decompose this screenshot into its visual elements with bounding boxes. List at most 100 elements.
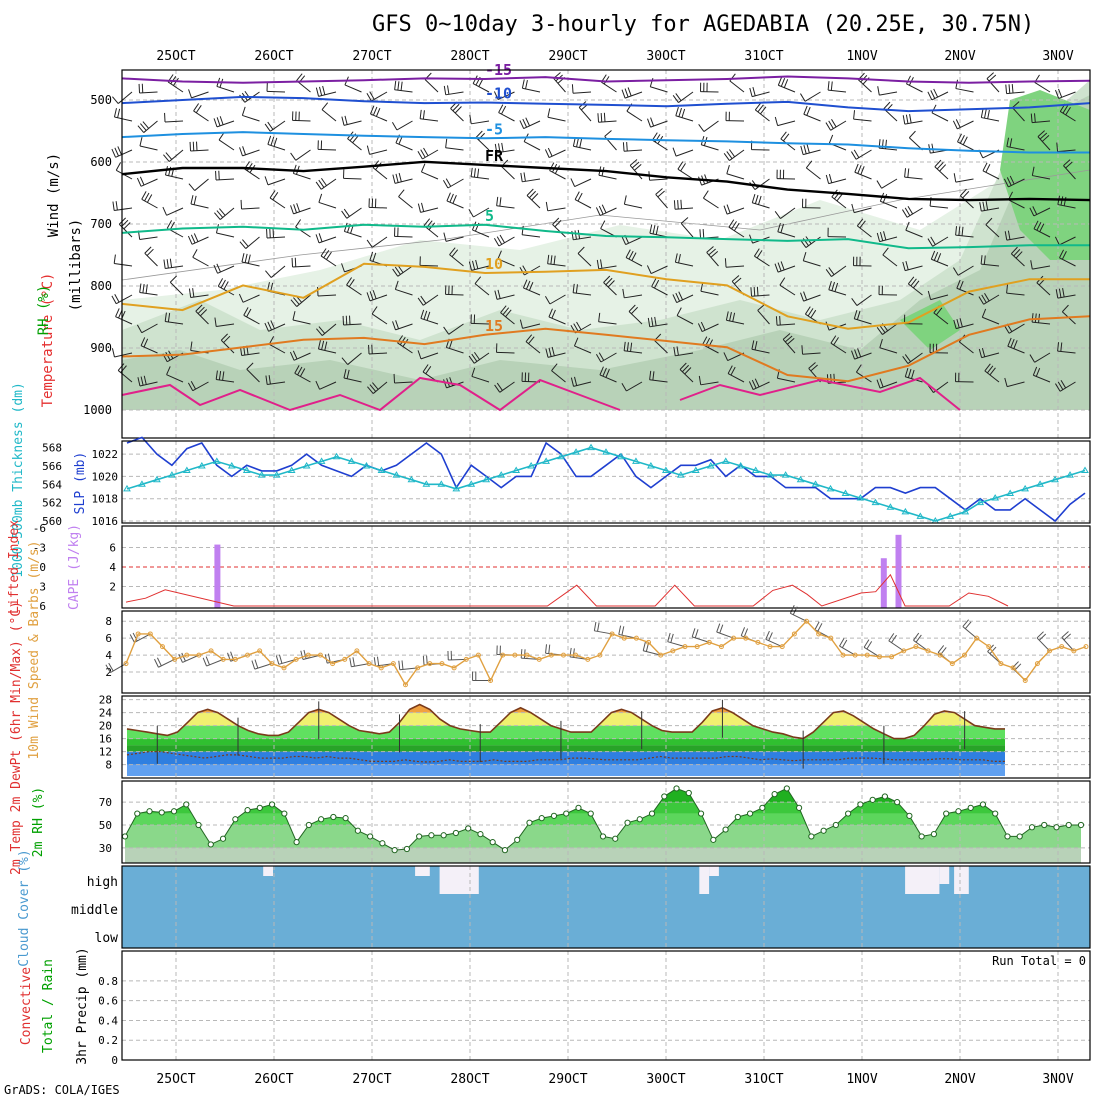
wind-barb-flag xyxy=(1061,631,1069,638)
data-point xyxy=(391,847,398,854)
wind-barb-flag xyxy=(854,349,859,359)
wind-barb-flag xyxy=(552,217,560,225)
cloud-level-label: middle xyxy=(71,903,118,918)
wind-barb-flag xyxy=(959,188,967,197)
wind-barb xyxy=(982,170,1000,180)
thickness-tick-label: 562 xyxy=(42,497,62,510)
wind-barb-flag xyxy=(598,312,601,322)
wind-barb-flag xyxy=(723,153,730,161)
wind-barb-flag xyxy=(166,366,171,375)
wind-barb-flag xyxy=(422,655,425,665)
data-point xyxy=(961,652,967,658)
wind-barb xyxy=(296,294,311,307)
data-point xyxy=(208,648,214,654)
wind-barb-flag xyxy=(318,233,323,242)
wind-barb-flag xyxy=(1056,142,1059,152)
wind-barb xyxy=(703,120,719,132)
wind-barb-flag xyxy=(392,321,396,331)
wind-barb xyxy=(141,323,158,334)
data-point xyxy=(332,452,341,460)
wind-barb-flag xyxy=(244,253,248,263)
wind-barb-flag xyxy=(853,309,858,319)
wind-barb xyxy=(394,235,413,238)
wind-barb xyxy=(318,201,337,209)
wind-barb-flag xyxy=(154,658,159,668)
wind-barb xyxy=(654,340,668,354)
wind-barb-flag xyxy=(702,229,705,239)
wind10m-panel: 8 6 4 2 xyxy=(105,605,1090,693)
data-point xyxy=(305,821,312,829)
thickness-tick-label: 566 xyxy=(42,460,62,473)
wind-barb-flag xyxy=(318,326,326,334)
wind-barb xyxy=(1033,374,1051,383)
wind-barb-flag xyxy=(879,338,883,348)
data-point xyxy=(746,810,754,817)
thickness-axis-label: 1000-500mb Thickness (dm) xyxy=(11,382,26,578)
wind-barb-flag xyxy=(501,142,504,152)
wind-barb xyxy=(751,294,770,297)
bottom-axis-tick-label: 25OCT xyxy=(156,1072,195,1087)
wind-barb xyxy=(164,120,184,123)
wind-barb xyxy=(752,202,770,209)
wind-barb-flag xyxy=(571,84,574,94)
wind-barb-flag xyxy=(955,79,959,89)
wind-barb-flag xyxy=(605,369,610,378)
wind-barb-flag xyxy=(576,138,579,148)
top-axis-tick-label: 27OCT xyxy=(352,49,391,64)
wind-barb-flag xyxy=(178,654,183,663)
wind-barb xyxy=(295,149,311,161)
wind-barb xyxy=(598,120,617,123)
wind-barb-flag xyxy=(905,221,910,231)
thickness-tick-label: 560 xyxy=(42,515,62,528)
data-point xyxy=(946,512,955,519)
top-axis-tick-label: 3NOV xyxy=(1042,49,1073,64)
data-point xyxy=(439,661,445,667)
data-point xyxy=(1022,678,1028,684)
wind-barb xyxy=(857,79,872,93)
wind-barb-flag xyxy=(139,176,145,186)
data-point xyxy=(751,466,760,474)
temperature-contour--15 xyxy=(121,75,1091,84)
wind-barb xyxy=(598,174,617,180)
wind-barb-flag xyxy=(525,80,528,90)
wind-barb xyxy=(839,645,856,656)
data-point xyxy=(1066,471,1074,478)
wind-barb xyxy=(727,373,745,383)
wind-barb xyxy=(726,319,745,325)
wind-barb-flag xyxy=(631,306,638,315)
wind-barb-flag xyxy=(136,177,142,187)
wind-barb-flag xyxy=(141,191,147,200)
wind-barb xyxy=(522,234,541,238)
clear-sky-block xyxy=(709,866,719,876)
wind-barb xyxy=(242,114,260,122)
wind-tick-label: 8 xyxy=(105,615,112,628)
top-axis-tick-label: 28OCT xyxy=(450,49,489,64)
wind-barb-flag xyxy=(214,317,217,327)
wind-barb-flag xyxy=(369,91,375,100)
wind-barb xyxy=(553,78,566,93)
wind-barb xyxy=(906,83,923,93)
wind-barb-flag xyxy=(605,277,613,286)
wind-barb xyxy=(955,323,974,330)
wind-barb-flag xyxy=(710,251,719,258)
credit-text: GrADS: COLA/IGES xyxy=(4,1083,120,1097)
wind-barb-flag xyxy=(468,208,474,218)
lifted-index-tick-label: 3 xyxy=(39,581,46,594)
wind-barb-flag xyxy=(879,231,884,241)
wind-barb-flag xyxy=(953,267,959,276)
top-axis-tick-label: 2NOV xyxy=(944,49,975,64)
wind-barb-flag xyxy=(1004,377,1008,387)
wind-barb-flag xyxy=(496,196,499,206)
wind-barb-flag xyxy=(1006,137,1010,147)
data-point xyxy=(402,682,408,688)
wind-barb-flag xyxy=(145,284,148,294)
wind-barb-flag xyxy=(520,649,523,659)
wind-barb xyxy=(344,230,362,238)
wind-barb-flag xyxy=(913,280,920,289)
wind-barb xyxy=(346,284,362,296)
wind-barb-flag xyxy=(315,181,322,190)
wind-barb xyxy=(394,89,413,93)
wind-barb-flag xyxy=(265,375,268,385)
data-point xyxy=(560,652,566,658)
wind-barb-flag xyxy=(140,337,146,346)
